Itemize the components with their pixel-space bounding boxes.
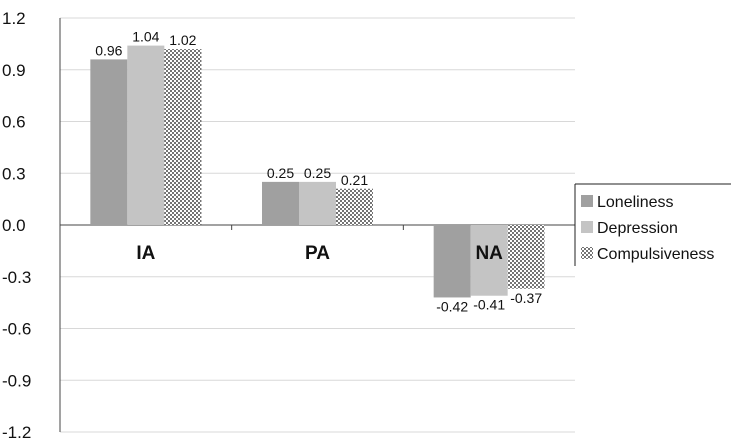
bars <box>90 45 545 298</box>
legend-label-depression: Depression <box>597 220 678 237</box>
bar-loneliness-na <box>433 225 471 298</box>
bar-compulsiveness-na <box>507 225 545 289</box>
data-label: -0.37 <box>510 290 542 306</box>
legend-swatch-depression <box>581 221 593 233</box>
y-tick-label: -0.9 <box>2 371 31 390</box>
data-label: -0.42 <box>436 298 468 314</box>
category-label-pa: PA <box>305 243 330 264</box>
bar-depression-ia <box>127 45 165 225</box>
data-label: 1.04 <box>132 29 159 45</box>
data-label: 0.25 <box>267 165 294 181</box>
data-label: -0.41 <box>473 297 505 313</box>
legend-label-loneliness: Loneliness <box>597 194 674 211</box>
data-label: 1.02 <box>169 32 196 48</box>
category-label-na: NA <box>475 243 503 264</box>
y-tick-label: -0.6 <box>2 320 31 339</box>
bar-compulsiveness-ia <box>164 49 202 225</box>
labels: 0.96 1.04 1.02 IA 0.25 0.25 0.21 PA -0.42 -0.41 -0… <box>95 29 542 315</box>
bar-depression-pa <box>299 181 336 225</box>
bar-depression-na <box>470 225 508 296</box>
data-label: 0.96 <box>95 42 122 58</box>
data-label: 0.21 <box>341 172 368 188</box>
bar-loneliness-pa <box>262 181 299 225</box>
y-tick-label: -1.2 <box>2 423 31 439</box>
bar-loneliness-ia <box>90 59 128 226</box>
y-tick-label: 0.0 <box>2 216 26 235</box>
legend: Loneliness Depression Compulsiveness <box>574 183 731 266</box>
data-label: 0.25 <box>304 165 331 181</box>
bar-compulsiveness-pa <box>336 188 373 225</box>
y-tick-label: 0.3 <box>2 164 26 183</box>
legend-label-compulsiveness: Compulsiveness <box>597 246 714 263</box>
y-tick-label: -0.3 <box>2 268 31 287</box>
y-tick-label: 1.2 <box>2 9 26 28</box>
legend-swatch-loneliness <box>581 195 593 207</box>
y-tick-label: 0.6 <box>2 113 26 132</box>
y-tick-label: 0.9 <box>2 61 26 80</box>
legend-swatch-compulsiveness <box>581 247 593 259</box>
category-label-ia: IA <box>136 243 155 264</box>
